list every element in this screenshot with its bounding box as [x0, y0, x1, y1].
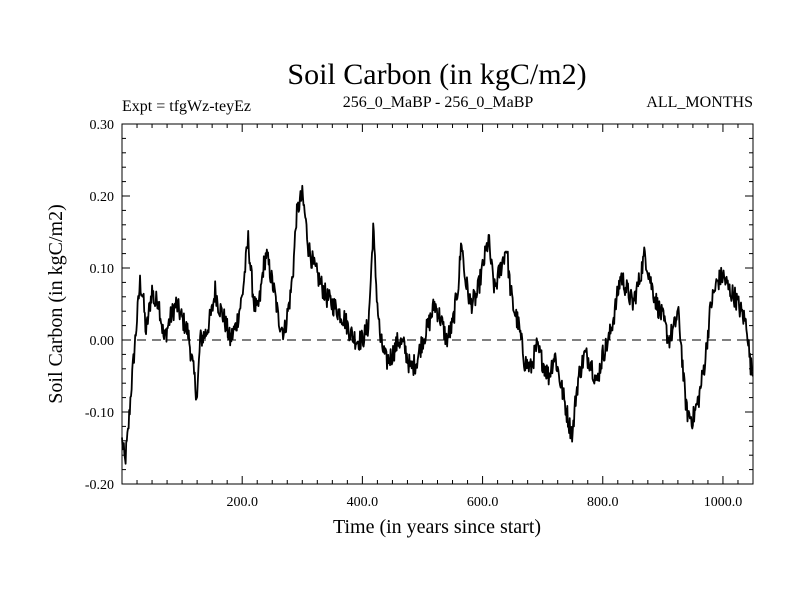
x-tick-label: 400.0 — [347, 495, 379, 510]
y-tick-label: 0.10 — [90, 262, 115, 277]
y-tick-label: -0.10 — [85, 406, 114, 421]
chart-title: Soil Carbon (in kgC/m2) — [287, 58, 586, 91]
y-tick-label: -0.20 — [85, 478, 114, 493]
y-axis-label: Soil Carbon (in kgC/m2) — [45, 204, 67, 403]
series-line-soil-carbon — [121, 184, 754, 465]
x-tick-label: 600.0 — [467, 495, 499, 510]
y-tick-label: 0.20 — [90, 190, 115, 205]
chart-subtitle-left: Expt = tfgWz-teyEz — [122, 98, 251, 115]
x-axis-label: Time (in years since start) — [333, 516, 541, 538]
x-axis-ticks: 200.0 400.0 600.0 800.0 1000.0 — [136, 124, 743, 510]
x-tick-label: 800.0 — [587, 495, 619, 510]
y-axis-ticks: 0.30 0.20 0.10 0.00 -0.10 -0.20 — [85, 118, 753, 493]
y-tick-label: 0.30 — [90, 118, 115, 133]
series-group — [121, 184, 754, 465]
chart-subtitle-right: ALL_MONTHS — [646, 94, 753, 111]
y-tick-label: 0.00 — [90, 334, 115, 349]
x-tick-label: 1000.0 — [704, 495, 743, 510]
chart-subtitle-center: 256_0_MaBP - 256_0_MaBP — [343, 94, 534, 111]
x-tick-label: 200.0 — [226, 495, 258, 510]
